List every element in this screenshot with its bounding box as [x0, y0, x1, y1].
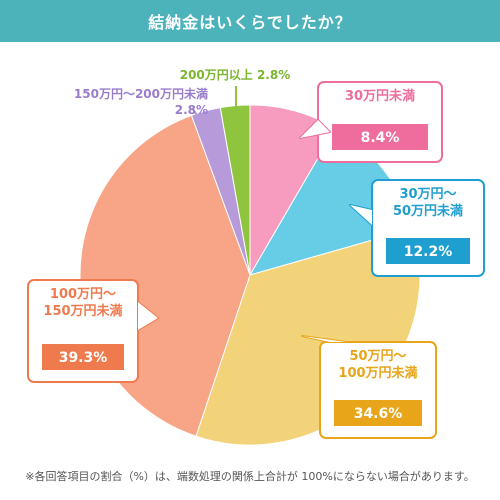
callout-30-50man-label-line: 50万円未満	[393, 203, 463, 219]
callout-50-100man-value-badge	[334, 400, 422, 426]
callout-100-150man-label-line: 100万円〜	[50, 287, 116, 302]
callout-100-150man-value-text: 39.3%	[59, 350, 108, 366]
callout-under-30man-value-badge	[332, 124, 428, 150]
callout-under-30man-label-line: 30万円未満	[345, 88, 415, 104]
callout-100-150man-value-badge	[42, 344, 124, 370]
chart-title: 結納金はいくらでしたか？	[0, 0, 500, 42]
label-150-200man: 150万円〜200万円未満 2.8%	[18, 86, 208, 118]
callout-50-100man-value-text: 34.6%	[354, 406, 403, 422]
callout-30-50man-label-line: 30万円〜	[399, 187, 456, 202]
callout-30-50man: 30万円〜50万円未満 12.2%	[349, 179, 485, 277]
callout-50-100man: 50万円〜100万円未満 34.6%	[301, 335, 437, 439]
leader-line-150-200man	[191, 107, 207, 129]
callout-100-150man-label-line: 150万円未満	[43, 303, 122, 319]
callout-30-50man-tail-fill	[350, 205, 372, 225]
label-200man-plus-line1: 200万円以上 2.8%	[179, 68, 291, 82]
callout-50-100man-label-line: 100万円未満	[338, 365, 417, 381]
callout-30-50man-value-badge	[386, 238, 470, 264]
callout-100-150man: 100万円〜150万円未満 39.3%	[27, 279, 159, 383]
callout-100-150man-tail-fill	[138, 302, 158, 330]
callout-30-50man-value-text: 12.2%	[404, 244, 453, 260]
callout-under-30man: 30万円未満 8.4%	[299, 81, 443, 163]
callout-50-100man-tail-fill	[302, 336, 346, 342]
label-200man-plus: 200万円以上 2.8%	[160, 67, 310, 83]
label-150-200man-line2: 2.8%	[174, 103, 208, 117]
callout-under-30man-value-text: 8.4%	[361, 130, 400, 146]
callout-under-30man-tail-fill	[300, 120, 330, 138]
footnote: ※各回答項目の割合（%）は、端数処理の関係上合計が 100%にならない場合があり…	[25, 470, 475, 483]
callout-50-100man-label-line: 50万円〜	[349, 349, 406, 364]
label-150-200man-line1: 150万円〜200万円未満	[73, 87, 208, 101]
